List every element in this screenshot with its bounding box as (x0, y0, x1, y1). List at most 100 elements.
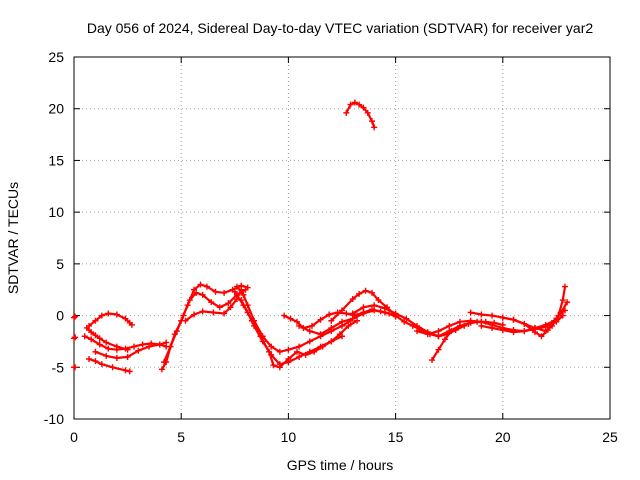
data-point (173, 328, 180, 335)
data-point (435, 333, 442, 340)
series-trace-4 (86, 356, 133, 375)
data-point (124, 353, 131, 360)
data-point (559, 297, 566, 304)
data-point (193, 289, 200, 296)
data-point (212, 288, 219, 295)
data-point (96, 341, 103, 348)
data-point (551, 317, 558, 324)
data-point (311, 348, 318, 355)
x-tick-label: 10 (281, 429, 297, 445)
data-point (371, 307, 378, 314)
data-point (296, 322, 303, 329)
data-point (240, 302, 247, 309)
series-trace-6 (86, 310, 135, 329)
series-trace-7 (81, 333, 170, 353)
data-point (369, 289, 376, 296)
data-point (285, 356, 292, 363)
data-point (360, 310, 367, 317)
data-point (158, 366, 165, 373)
data-point (146, 343, 153, 350)
data-point (326, 311, 333, 318)
data-point (339, 318, 345, 325)
series-line (235, 285, 365, 353)
data-point (467, 309, 474, 316)
data-point (429, 357, 436, 364)
data-point (296, 353, 303, 360)
data-point (441, 336, 448, 343)
data-point (287, 315, 294, 322)
data-point (103, 339, 110, 346)
data-point (499, 314, 506, 321)
data-point (128, 321, 135, 328)
data-point (221, 289, 228, 296)
data-point (381, 305, 388, 312)
data-point (266, 348, 273, 355)
data-point (126, 368, 133, 375)
data-point (71, 314, 77, 321)
data-point (564, 299, 571, 306)
data-point (131, 343, 138, 350)
data-point (339, 307, 345, 314)
series-group (71, 99, 571, 375)
data-point (403, 315, 410, 322)
x-tick-label: 20 (495, 429, 511, 445)
series-trace-20 (429, 318, 506, 364)
data-point (191, 311, 198, 318)
y-axis-label: SDTVAR / TECUs (5, 182, 21, 294)
x-tick-label: 25 (602, 429, 618, 445)
series-trace-12 (233, 283, 367, 355)
series-line (298, 309, 397, 336)
data-point (392, 310, 399, 317)
data-point (351, 99, 358, 106)
data-point (103, 352, 110, 359)
data-point (345, 322, 352, 329)
data-point (92, 348, 99, 355)
data-point (371, 124, 378, 131)
series-trace-1 (71, 313, 79, 321)
y-tick-label: 5 (56, 256, 64, 272)
data-point (98, 312, 105, 319)
data-point (499, 327, 506, 334)
data-point (281, 312, 288, 319)
data-point (510, 329, 517, 336)
data-point (360, 104, 367, 111)
data-point (308, 322, 315, 329)
data-point (139, 341, 146, 348)
data-point (199, 291, 206, 298)
data-point (538, 333, 545, 340)
data-point (197, 281, 204, 288)
data-point (122, 367, 129, 374)
data-point (349, 296, 356, 303)
data-point (276, 364, 283, 371)
axis-ticks: 0 5 10 15 20 25 -10 -5 0 5 10 15 20 25 (44, 49, 618, 445)
data-point (302, 351, 309, 358)
data-point (98, 361, 105, 368)
x-tick-label: 0 (70, 429, 78, 445)
data-point (71, 335, 77, 342)
data-point (72, 334, 79, 341)
data-point (231, 288, 238, 295)
data-point (328, 338, 335, 345)
data-point (221, 310, 228, 317)
chart-title: Day 056 of 2024, Sidereal Day-to-day VTE… (87, 20, 593, 36)
series-trace-11 (182, 286, 245, 324)
data-point (401, 318, 408, 325)
grid (74, 57, 610, 419)
data-point (446, 322, 453, 329)
data-point (317, 331, 324, 338)
data-point (156, 341, 163, 348)
data-point (317, 316, 324, 323)
data-point (293, 348, 300, 355)
data-point (531, 329, 538, 336)
data-point (362, 287, 369, 294)
data-point (354, 317, 361, 324)
data-point (414, 322, 421, 329)
data-point (557, 309, 564, 316)
data-point (161, 359, 168, 366)
y-tick-label: 10 (48, 204, 64, 220)
data-point (364, 109, 371, 116)
data-point (270, 362, 277, 369)
series-trace-14 (231, 288, 361, 371)
plot-frame (73, 56, 611, 420)
data-point (167, 343, 174, 350)
